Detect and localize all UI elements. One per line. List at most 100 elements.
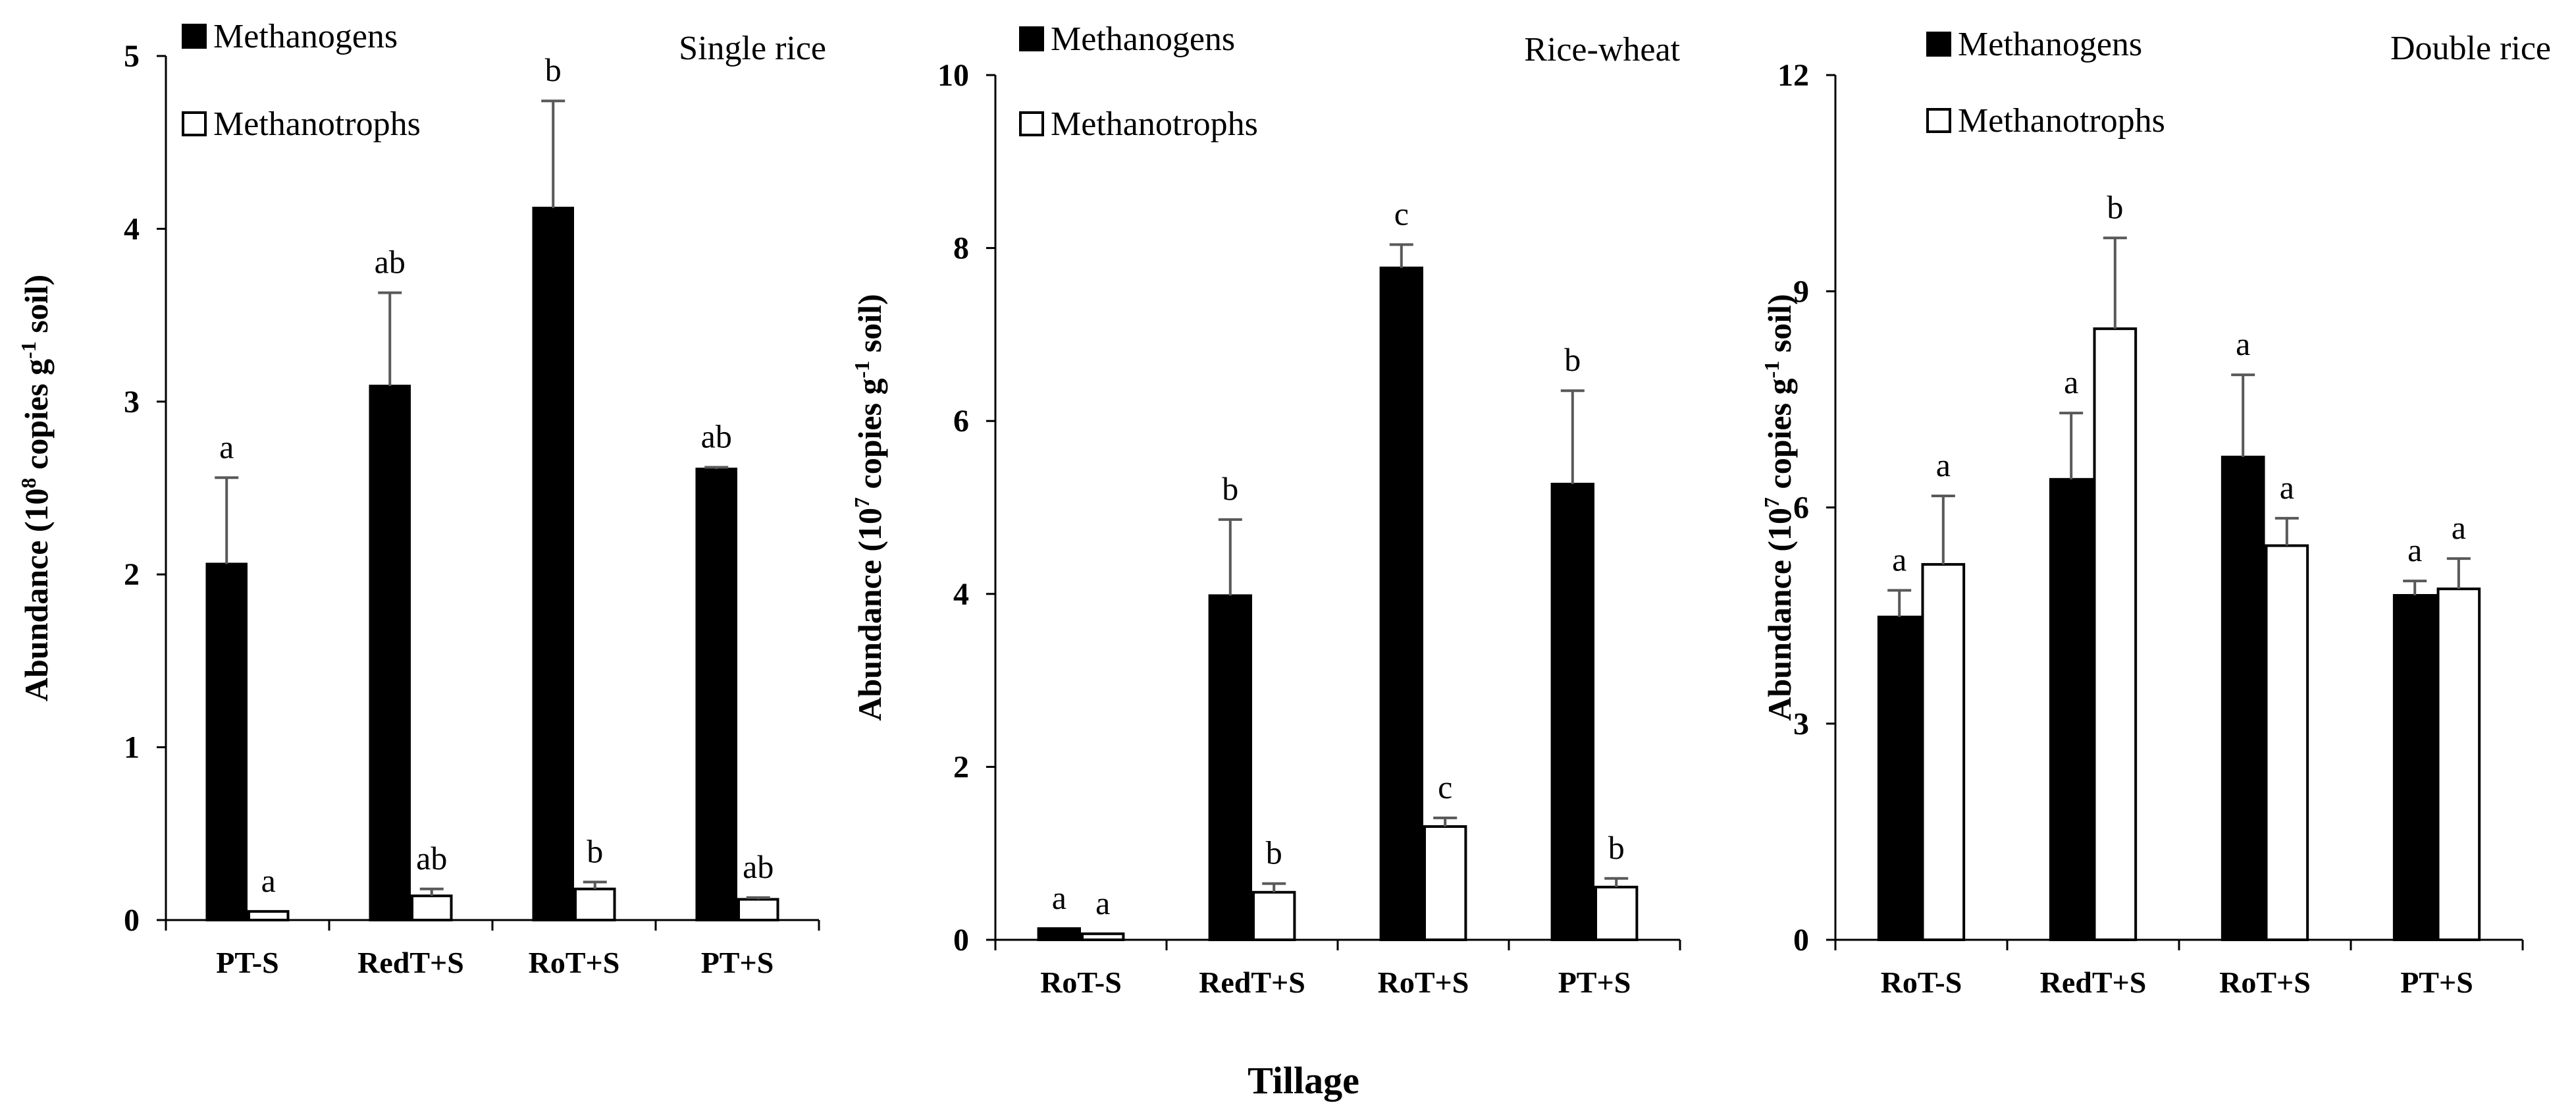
legend-swatch-methanotrophs [182,111,207,136]
significance-letter: c [1394,195,1409,232]
significance-letter: a [2064,364,2078,400]
bar-methanotrophs [2436,587,2481,941]
y-tick-label: 0 [1793,923,1809,958]
legend-label-methanogens: Methanogens [1051,20,1235,58]
bar-methanotrophs [1921,562,1966,941]
bar-methanotrophs [1594,885,1639,941]
y-tick-label: 3 [124,385,140,420]
x-tick-label: RedT+S [357,946,464,979]
significance-letter: a [2407,531,2422,568]
bar-methanogens [1208,594,1252,941]
significance-letter: a [261,862,276,899]
chart-panel-2: 0 2 4 6 8 10 RoT-S RedT+S RoT+S PT+S a b c b a b c b Abund… [850,20,1681,999]
significance-letter: a [2280,469,2294,506]
bar-methanotrophs [737,898,779,921]
significance-letter: b [1608,829,1625,866]
y-tick-label: 0 [124,903,140,938]
significance-letter: a [2452,509,2466,546]
bar-methanogens [695,468,737,921]
x-tick-label: RoT+S [2219,965,2311,999]
bar-methanotrophs [1081,932,1125,941]
bar-methanogens [1379,266,1424,941]
y-tick-label: 1 [124,730,140,765]
legend-swatch-methanogens [1019,26,1044,51]
y-axis-title: Abundance (107 copies g-1 soil) [1760,294,1798,721]
y-tick-label: 10 [937,58,969,93]
legend-label-methanogens: Methanogens [213,18,398,55]
significance-letter: b [587,832,603,869]
significance-letter: a [2236,325,2250,362]
x-axis-title: Tillage [1248,1059,1359,1102]
bar-methanogens [2392,593,2437,941]
legend-swatch-methanotrophs [1019,111,1044,136]
bar-methanotrophs [574,887,616,921]
significance-letter: a [1095,884,1110,921]
bar-methanogens [1877,615,1922,942]
significance-letter: ab [416,840,447,877]
significance-letter: a [1936,447,1951,483]
x-tick-label: RoT-S [1881,965,1962,999]
bar-methanotrophs [2093,327,2138,941]
significance-letter: a [1052,879,1066,916]
x-tick-label: RedT+S [2040,965,2147,999]
significance-letter: b [2107,188,2123,225]
legend-swatch-methanogens [1926,32,1951,57]
x-tick-label: PT+S [701,946,774,979]
panel-title: Double rice [2390,30,2551,67]
legend-label-methanotrophs: Methanotrophs [213,105,421,143]
significance-letter: ab [743,848,774,885]
significance-letter: a [1892,541,1906,578]
x-tick-label: PT+S [1558,965,1631,999]
y-tick-label: 5 [124,39,140,74]
significance-letter: b [1266,834,1282,871]
bar-methanotrophs [2265,544,2309,941]
x-tick-label: PT-S [216,946,278,979]
bar-methanogens [2221,455,2265,941]
bar-methanotrophs [411,894,453,922]
bar-methanotrophs [1252,890,1296,942]
legend-label-methanotrophs: Methanotrophs [1051,105,1258,143]
y-tick-label: 0 [953,923,969,958]
y-tick-label: 4 [124,211,140,246]
y-tick-label: 9 [1793,274,1809,309]
y-tick-label: 3 [1793,707,1809,742]
bar-methanotrophs [248,910,290,922]
panel-title: Rice-wheat [1524,31,1680,68]
panel-title: Single rice [679,30,826,67]
chart-panel-1: 0 1 2 3 4 5 PT-S RedT+S RoT+S PT+S a ab b ab a ab b ab Abu… [16,18,826,979]
bar-methanotrophs [1423,825,1467,941]
significance-letter: ab [375,243,406,280]
legend-swatch-methanotrophs [1926,108,1951,133]
legend-swatch-methanogens [182,24,207,49]
y-tick-label: 6 [953,404,969,439]
significance-letter: a [219,428,234,465]
legend-label-methanotrophs: Methanotrophs [1958,102,2165,140]
y-tick-label: 8 [953,231,969,266]
bar-methanogens [532,206,574,921]
bar-methanogens [1550,483,1595,941]
significance-letter: b [545,51,562,88]
y-tick-label: 4 [953,577,969,612]
significance-letter: c [1438,769,1452,805]
significance-letter: b [1564,341,1581,378]
x-tick-label: RoT+S [529,946,620,979]
significance-letter: b [1222,470,1238,507]
y-tick-label: 2 [953,749,969,784]
y-tick-label: 12 [1777,58,1809,93]
legend-label-methanogens: Methanogens [1958,26,2142,63]
bar-methanogens [205,562,248,921]
x-tick-label: RedT+S [1199,965,1305,999]
y-tick-label: 6 [1793,491,1809,526]
y-tick-label: 2 [124,557,140,592]
bar-methanogens [369,385,411,921]
x-tick-label: RoT-S [1040,965,1122,999]
x-tick-label: RoT+S [1378,965,1469,999]
y-axis-title: Abundance (107 copies g-1 soil) [850,294,888,721]
significance-letter: ab [701,418,732,455]
bar-methanogens [1037,927,1081,942]
x-tick-label: PT+S [2400,965,2473,999]
bar-methanogens [2049,477,2093,941]
y-axis-title: Abundance (108 copies g-1 soil) [16,275,55,701]
